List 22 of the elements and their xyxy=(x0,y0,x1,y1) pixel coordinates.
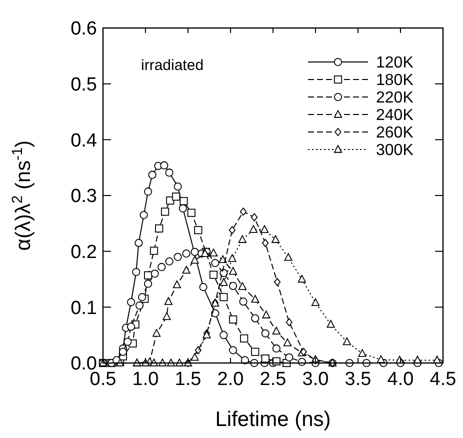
x-tick-label: 4.5 xyxy=(430,369,456,390)
y-tick-label: 0.1 xyxy=(70,298,97,319)
y-tick-label: 0.2 xyxy=(70,242,97,263)
x-tick-label: 1.0 xyxy=(132,369,159,390)
legend-label: 240K xyxy=(376,107,414,124)
x-tick-label: 4.0 xyxy=(387,369,414,390)
legend-label: 260K xyxy=(376,124,414,142)
legend-label: 300K xyxy=(376,142,414,160)
legend-label: 220K xyxy=(376,90,414,107)
y-tick-label: 0.6 xyxy=(70,18,97,40)
x-tick-label: 3.5 xyxy=(344,369,372,390)
y-tick-label: 0.3 xyxy=(70,186,97,208)
x-tick-label: 1.5 xyxy=(174,369,202,390)
legend-label: 180K xyxy=(376,72,414,90)
y-tick-label: 0.4 xyxy=(70,130,98,152)
x-tick-label: 3.0 xyxy=(302,369,329,390)
x-tick-label: 2.0 xyxy=(217,369,244,390)
annotation: irradiated xyxy=(141,57,204,74)
x-tick-label: 2.5 xyxy=(260,369,286,390)
x-axis-title: Lifetime (ns) xyxy=(215,408,331,431)
y-tick-label: 0.5 xyxy=(70,74,97,96)
legend-label: 120K xyxy=(376,54,414,72)
